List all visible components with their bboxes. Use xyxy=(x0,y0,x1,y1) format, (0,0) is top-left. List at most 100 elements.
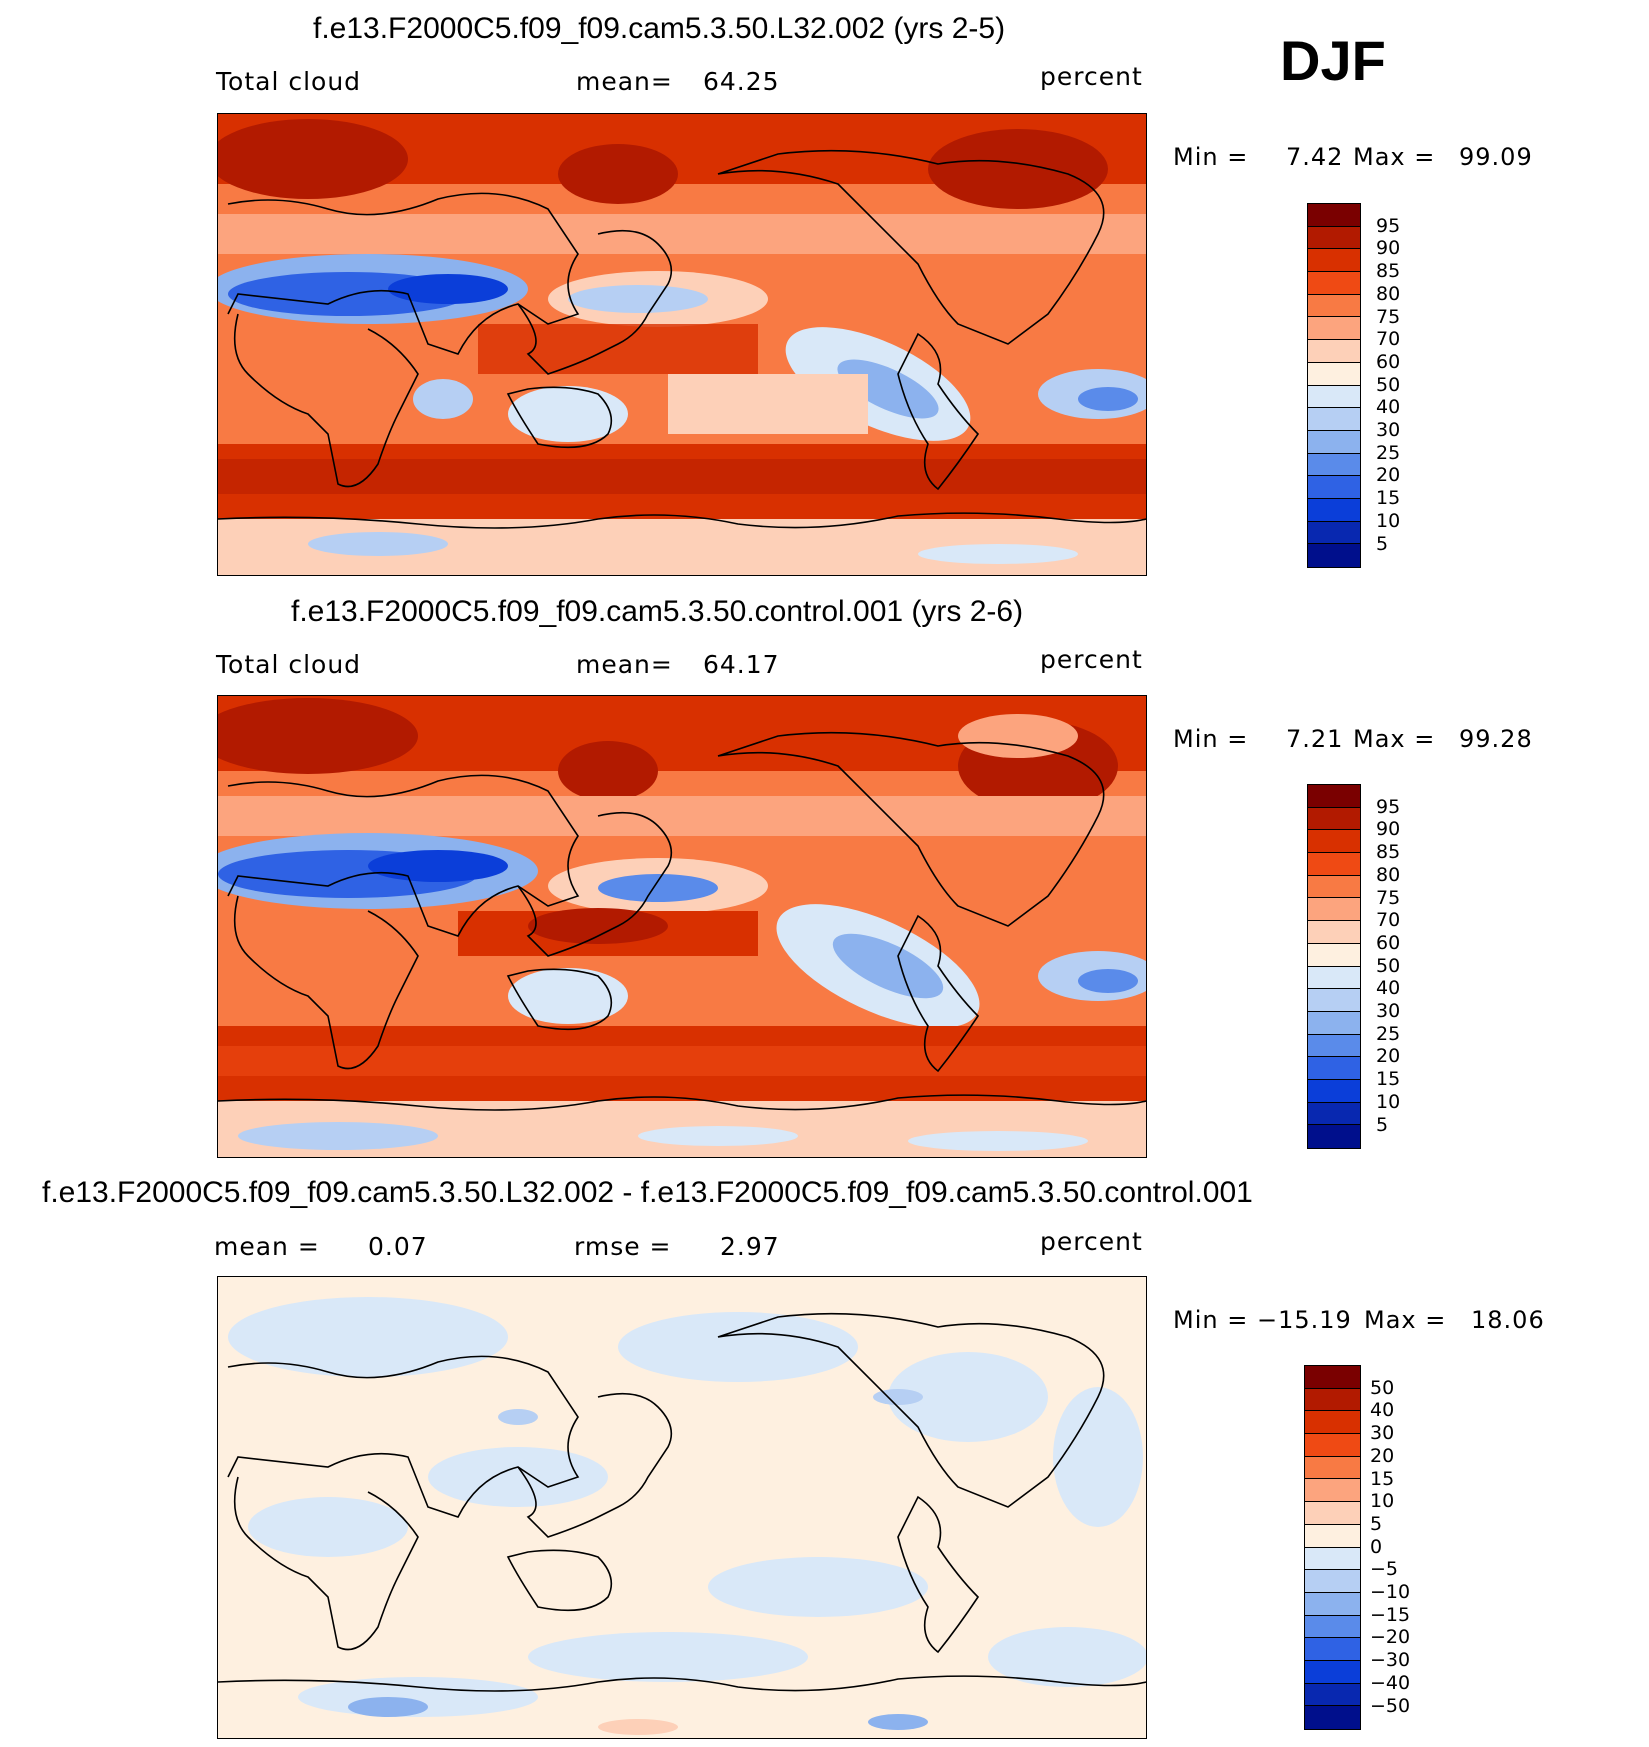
colorbar-swatch xyxy=(1308,898,1360,922)
panel-3-min-label: Min = xyxy=(1173,1306,1249,1334)
panel-1-mean-label: mean= xyxy=(576,67,673,96)
colorbar-tick-label: 20 xyxy=(1370,1444,1395,1467)
colorbar-tick-label: 60 xyxy=(1376,931,1401,954)
colorbar-swatch xyxy=(1308,408,1360,431)
colorbar-tick-label: 30 xyxy=(1370,1422,1395,1445)
panel-2-min-label: Min = xyxy=(1173,725,1249,753)
panel-2-max-value: 99.28 xyxy=(1459,725,1533,753)
colorbar-swatch xyxy=(1305,1388,1360,1412)
colorbar-swatch xyxy=(1308,317,1360,341)
panel-2-variable-label: Total cloud xyxy=(216,650,362,679)
colorbar-swatch xyxy=(1305,1592,1360,1616)
colorbar-swatch xyxy=(1305,1706,1360,1729)
colorbar-swatch xyxy=(1308,1034,1360,1058)
colorbar-tick-label: 40 xyxy=(1376,396,1401,419)
colorbar-swatch xyxy=(1308,853,1360,876)
panel-1-map xyxy=(217,113,1147,576)
colorbar-tick-label: −40 xyxy=(1370,1671,1411,1694)
colorbar-swatch xyxy=(1308,453,1360,477)
panel-3-units: percent xyxy=(1040,1227,1143,1256)
colorbar-tick-label: 95 xyxy=(1376,214,1401,237)
colorbar-tick-label: 90 xyxy=(1376,237,1401,260)
colorbar-tick-label: 85 xyxy=(1376,260,1401,283)
panel-1-max-label: Max = xyxy=(1353,143,1436,171)
colorbar-swatch xyxy=(1305,1411,1360,1435)
colorbar-tick-label: 85 xyxy=(1376,841,1401,864)
panel-2-mean-value: 64.17 xyxy=(703,650,780,679)
colorbar-swatch xyxy=(1305,1434,1360,1457)
panel-1-contour-field xyxy=(218,114,1146,575)
panel-1-units: percent xyxy=(1040,62,1143,91)
panel-3-min-value: −15.19 xyxy=(1257,1306,1352,1334)
panel-3-title: f.e13.F2000C5.f09_f09.cam5.3.50.L32.002 … xyxy=(42,1176,1253,1209)
colorbar-tick-label: 15 xyxy=(1376,1068,1401,1091)
colorbar-tick-label: 75 xyxy=(1376,305,1401,328)
colorbar-tick-label: 80 xyxy=(1376,863,1401,886)
colorbar-swatch xyxy=(1308,1057,1360,1080)
colorbar-swatch xyxy=(1305,1570,1360,1593)
colorbar-tick-label: 70 xyxy=(1376,328,1401,351)
colorbar-swatch xyxy=(1305,1638,1360,1661)
colorbar-tick-label: 75 xyxy=(1376,886,1401,909)
colorbar-swatch xyxy=(1308,249,1360,273)
colorbar-swatch xyxy=(1305,1502,1360,1525)
colorbar-swatch xyxy=(1308,362,1360,386)
panel-1-colorbar xyxy=(1307,203,1361,568)
panel-3-map xyxy=(217,1276,1147,1739)
colorbar-swatch xyxy=(1308,921,1360,944)
panel-3-rmse-value: 2.97 xyxy=(720,1232,780,1261)
colorbar-tick-label: 80 xyxy=(1376,282,1401,305)
colorbar-tick-label: 5 xyxy=(1376,532,1389,555)
colorbar-swatch xyxy=(1308,226,1360,250)
colorbar-tick-label: 10 xyxy=(1370,1490,1395,1513)
colorbar-swatch xyxy=(1308,807,1360,831)
panel-1-min-value: 7.42 xyxy=(1286,143,1344,171)
colorbar-swatch xyxy=(1308,272,1360,295)
colorbar-tick-label: 0 xyxy=(1370,1535,1383,1558)
colorbar-tick-label: 50 xyxy=(1376,373,1401,396)
colorbar-tick-label: 60 xyxy=(1376,350,1401,373)
colorbar-swatch xyxy=(1308,385,1360,409)
colorbar-swatch xyxy=(1308,966,1360,990)
colorbar-tick-label: −10 xyxy=(1370,1581,1411,1603)
colorbar-tick-label: 25 xyxy=(1376,1022,1401,1045)
colorbar-swatch xyxy=(1305,1456,1360,1480)
colorbar-swatch xyxy=(1308,1102,1360,1126)
panel-1-max-value: 99.09 xyxy=(1459,143,1533,171)
colorbar-tick-label: −20 xyxy=(1370,1626,1411,1649)
panel-3-max-label: Max = xyxy=(1364,1306,1447,1334)
colorbar-swatch xyxy=(1308,989,1360,1012)
colorbar-tick-label: −30 xyxy=(1370,1649,1411,1672)
colorbar-tick-label: 10 xyxy=(1376,1090,1401,1113)
colorbar-tick-label: 90 xyxy=(1376,818,1401,841)
colorbar-tick-label: 20 xyxy=(1376,464,1401,487)
colorbar-swatch xyxy=(1308,340,1360,363)
colorbar-swatch xyxy=(1305,1660,1360,1684)
colorbar-tick-label: 30 xyxy=(1376,1000,1401,1022)
colorbar-swatch xyxy=(1308,785,1360,808)
panel-1-mean-value: 64.25 xyxy=(703,67,780,96)
colorbar-swatch xyxy=(1308,1125,1360,1148)
panel-2-contour-field xyxy=(218,696,1146,1157)
panel-1-title: f.e13.F2000C5.f09_f09.cam5.3.50.L32.002 … xyxy=(313,12,1006,45)
panel-1-variable-label: Total cloud xyxy=(216,67,362,96)
panel-3-max-value: 18.06 xyxy=(1471,1306,1545,1334)
colorbar-tick-label: −5 xyxy=(1370,1558,1399,1581)
panel-2-mean-label: mean= xyxy=(576,650,673,679)
colorbar-tick-label: 70 xyxy=(1376,909,1401,932)
colorbar-swatch xyxy=(1308,544,1360,567)
colorbar-tick-label: 15 xyxy=(1376,487,1401,510)
colorbar-tick-label: 10 xyxy=(1376,509,1401,532)
colorbar-swatch xyxy=(1305,1479,1360,1503)
colorbar-tick-label: 15 xyxy=(1370,1467,1395,1490)
colorbar-swatch xyxy=(1308,476,1360,499)
colorbar-swatch xyxy=(1308,875,1360,899)
colorbar-tick-label: 25 xyxy=(1376,441,1401,464)
colorbar-swatch xyxy=(1305,1547,1360,1571)
colorbar-tick-label: 40 xyxy=(1376,977,1401,1000)
colorbar-swatch xyxy=(1308,430,1360,454)
colorbar-swatch xyxy=(1308,521,1360,545)
colorbar-tick-label: 20 xyxy=(1376,1045,1401,1068)
colorbar-tick-label: −50 xyxy=(1370,1694,1411,1717)
season-label: DJF xyxy=(1280,29,1386,92)
